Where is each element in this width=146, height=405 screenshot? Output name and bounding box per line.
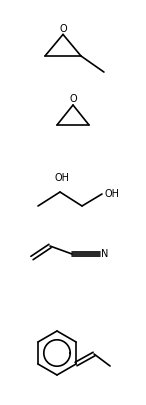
Text: O: O [69, 94, 77, 104]
Text: OH: OH [105, 189, 119, 199]
Text: O: O [59, 24, 67, 34]
Text: OH: OH [54, 173, 69, 183]
Text: N: N [101, 249, 109, 259]
